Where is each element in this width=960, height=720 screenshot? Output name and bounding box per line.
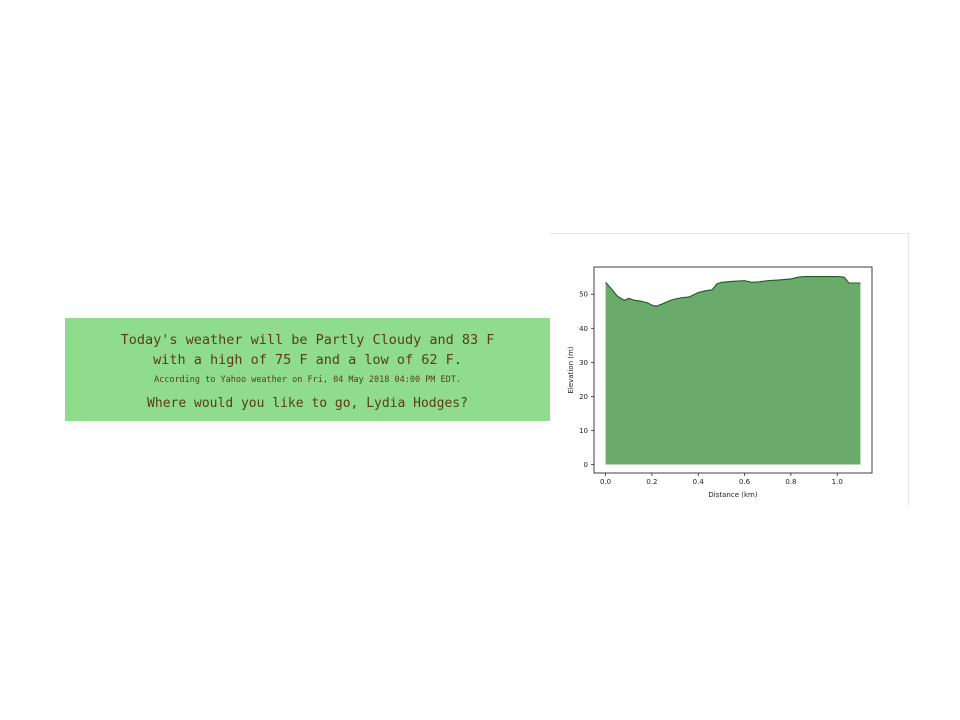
weather-panel: Today's weather will be Partly Cloudy an… <box>65 318 550 421</box>
x-axis-label: Distance (km) <box>708 491 757 499</box>
x-tick-label: 0.8 <box>785 478 796 486</box>
y-tick-label: 10 <box>579 427 588 435</box>
x-tick-label: 0.6 <box>739 478 751 486</box>
elevation-area <box>605 276 861 465</box>
weather-summary: Today's weather will be Partly Cloudy an… <box>120 332 495 348</box>
elevation-line <box>605 275 861 307</box>
x-tick-label: 0.2 <box>646 478 657 486</box>
weather-high-low: with a high of 75 F and a low of 62 F. <box>153 352 462 368</box>
y-tick-label: 40 <box>579 325 588 333</box>
y-tick-label: 30 <box>579 359 588 367</box>
x-tick-label: 1.0 <box>832 478 843 486</box>
y-tick-label: 0 <box>584 461 588 469</box>
x-tick-label: 0.0 <box>600 478 611 486</box>
x-tick-label: 0.4 <box>693 478 705 486</box>
y-tick-label: 20 <box>579 393 588 401</box>
destination-prompt: Where would you like to go, Lydia Hodges… <box>147 396 468 411</box>
y-tick-label: 50 <box>579 291 588 299</box>
plot-frame <box>593 266 873 474</box>
weather-source: According to Yahoo weather on Fri, 04 Ma… <box>153 375 462 385</box>
y-axis-label: Elevation (m) <box>567 346 575 393</box>
elevation-chart: 0.0 0.2 0.4 0.6 0.8 1.0 0 10 20 30 40 50 Distance (… <box>567 266 873 499</box>
elevation-chart-panel: 0.0 0.2 0.4 0.6 0.8 1.0 0 10 20 30 40 50 Distance (… <box>550 233 909 505</box>
